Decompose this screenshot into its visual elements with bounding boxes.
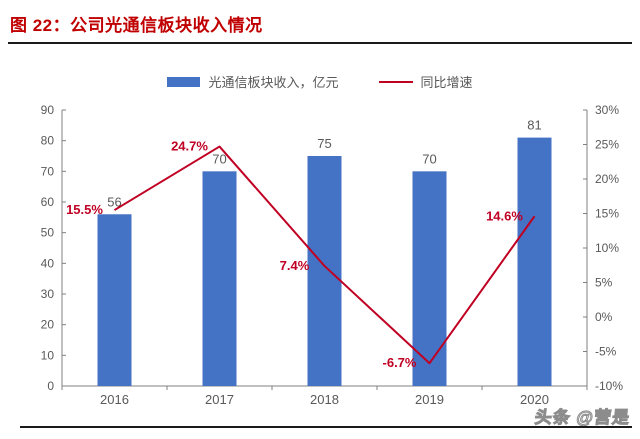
yoy-value-label: 14.6% — [486, 208, 523, 223]
legend-label-revenue: 光通信板块收入，亿元 — [208, 75, 339, 90]
left-axis-tick-label: 50 — [41, 226, 55, 240]
x-category-label: 2016 — [100, 392, 129, 407]
x-category-label: 2019 — [415, 392, 444, 407]
right-axis-tick-label: 0% — [595, 310, 613, 324]
revenue-bar — [412, 171, 447, 386]
x-category-label: 2017 — [205, 392, 234, 407]
title-divider — [8, 42, 632, 44]
left-axis-tick-label: 80 — [41, 134, 55, 148]
x-category-label: 2018 — [310, 392, 339, 407]
revenue-bar — [517, 137, 552, 386]
yoy-value-label: -6.7% — [383, 355, 417, 370]
chart-legend: 光通信板块收入，亿元 同比增速 — [0, 72, 640, 91]
yoy-value-label: 24.7% — [171, 139, 208, 154]
yoy-value-label: 15.5% — [66, 202, 103, 217]
left-axis-tick-label: 40 — [41, 256, 55, 270]
right-axis-tick-label: 25% — [595, 138, 619, 152]
bar-value-label: 56 — [107, 194, 121, 209]
bar-value-label: 75 — [317, 136, 331, 151]
right-axis-tick-label: -10% — [595, 379, 623, 393]
bottom-divider — [20, 426, 632, 428]
legend-bar-swatch — [167, 76, 201, 87]
left-axis-tick-label: 0 — [47, 379, 54, 393]
bar-value-label: 81 — [527, 118, 541, 133]
revenue-bar — [202, 171, 237, 386]
legend-label-yoy: 同比增速 — [420, 75, 473, 90]
left-axis-tick-label: 60 — [41, 195, 55, 209]
right-axis-tick-label: 15% — [595, 207, 619, 221]
right-axis-tick-label: 20% — [595, 172, 619, 186]
bar-value-label: 70 — [212, 151, 226, 166]
revenue-bar — [307, 156, 342, 386]
left-axis-tick-label: 90 — [41, 103, 55, 117]
revenue-bar — [97, 214, 132, 386]
yoy-line — [113, 145, 536, 365]
watermark: 头条 @营是 — [533, 408, 631, 428]
right-axis-tick-label: 5% — [595, 276, 613, 290]
right-axis-tick-label: 30% — [595, 103, 619, 117]
bar-value-label: 70 — [422, 151, 436, 166]
figure-title: 图 22：公司光通信板块收入情况 — [10, 16, 263, 35]
right-axis-tick-label: -5% — [595, 345, 617, 359]
right-axis-tick-label: 10% — [595, 241, 619, 255]
left-axis-tick-label: 20 — [41, 318, 55, 332]
legend-line-swatch — [378, 80, 413, 83]
left-axis-tick-label: 30 — [41, 287, 55, 301]
legend-item-revenue: 光通信板块收入，亿元 — [167, 72, 339, 91]
left-axis-tick-label: 10 — [41, 348, 55, 362]
legend-item-yoy: 同比增速 — [378, 72, 473, 91]
x-category-label: 2020 — [520, 392, 549, 407]
left-axis-tick-label: 70 — [41, 164, 55, 178]
yoy-value-label: 7.4% — [280, 258, 310, 273]
